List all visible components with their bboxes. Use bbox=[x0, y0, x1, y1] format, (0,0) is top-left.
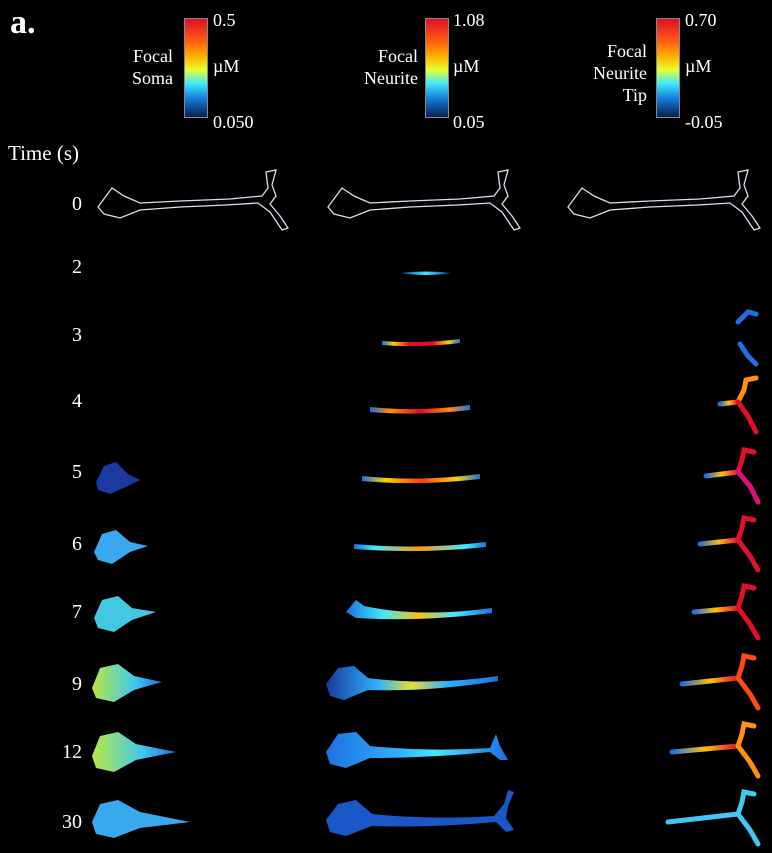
soma-column bbox=[92, 462, 190, 838]
soma-frame-12 bbox=[92, 732, 176, 772]
outline-row bbox=[97, 169, 762, 231]
neurite-frame-5 bbox=[362, 474, 480, 484]
tip-frame-30 bbox=[665, 789, 761, 847]
colorbar-tip-unit: µM bbox=[685, 56, 712, 76]
colorbar-tip-gradient bbox=[656, 18, 680, 118]
time-axis-header: Time (s) bbox=[8, 141, 79, 165]
colorbar-tip-min: -0.05 bbox=[685, 112, 723, 132]
neurite-frame-6 bbox=[354, 542, 486, 552]
tip-frame-9 bbox=[679, 653, 761, 711]
time-label-2: 2 bbox=[72, 256, 82, 278]
time-label-12: 12 bbox=[62, 741, 82, 763]
tip-frame-4 bbox=[717, 375, 759, 435]
colorbar-soma-label: Focal Soma bbox=[63, 45, 173, 89]
colorbar-neurite-gradient bbox=[425, 18, 449, 118]
colorbar-neurite-label-line2: Neurite bbox=[364, 68, 418, 88]
time-label-4: 4 bbox=[72, 390, 82, 412]
colorbar-soma-gradient bbox=[184, 18, 208, 118]
neuron-outline-soma bbox=[97, 169, 290, 231]
colorbar-tip-label-line1: Focal bbox=[607, 41, 647, 61]
time-label-0: 0 bbox=[72, 193, 82, 215]
soma-frame-7 bbox=[94, 596, 156, 632]
tip-frame-3 bbox=[735, 309, 759, 367]
neurite-frame-7 bbox=[346, 600, 492, 620]
colorbar-tip-label-line3: Tip bbox=[622, 85, 647, 105]
colorbar-neurite-label: Focal Neurite bbox=[308, 45, 418, 89]
colorbar-neurite-min: 0.05 bbox=[453, 112, 485, 132]
neurite-frame-30 bbox=[326, 790, 514, 836]
time-label-30: 30 bbox=[62, 811, 82, 833]
neuron-outline-tip bbox=[567, 169, 762, 231]
time-label-3: 3 bbox=[72, 324, 82, 346]
neurite-frame-4 bbox=[370, 405, 470, 414]
soma-frame-6 bbox=[94, 530, 148, 564]
tip-frame-6 bbox=[697, 515, 761, 573]
colorbar-soma-label-line1: Focal bbox=[133, 46, 173, 66]
time-label-5: 5 bbox=[72, 461, 82, 483]
soma-frame-9 bbox=[92, 664, 162, 702]
colorbar-tip-max: 0.70 bbox=[685, 10, 717, 30]
colorbar-soma-unit: µM bbox=[213, 56, 240, 76]
neurite-frame-3 bbox=[382, 339, 460, 347]
colorbar-soma-min: 0.050 bbox=[213, 112, 254, 132]
colorbar-soma-max: 0.5 bbox=[213, 10, 236, 30]
time-label-6: 6 bbox=[72, 533, 82, 555]
colorbar-tip-label-line2: Neurite bbox=[593, 63, 647, 83]
colorbar-neurite-max: 1.08 bbox=[453, 10, 485, 30]
colorbar-soma-label-line2: Soma bbox=[131, 68, 173, 88]
neurite-frame-12 bbox=[326, 732, 508, 768]
tip-column bbox=[665, 309, 761, 847]
time-label-7: 7 bbox=[72, 601, 82, 623]
tip-frame-5 bbox=[703, 447, 761, 505]
neuron-outline-neurite bbox=[327, 169, 522, 231]
colorbar-neurite-unit: µM bbox=[453, 56, 480, 76]
neurite-column bbox=[326, 271, 514, 836]
colorbar-tip-label: Focal Neurite Tip bbox=[537, 40, 647, 106]
tip-frame-7 bbox=[691, 583, 761, 641]
panel-letter: a. bbox=[10, 4, 36, 41]
neurite-frame-2 bbox=[400, 271, 452, 275]
soma-frame-30 bbox=[92, 800, 190, 838]
tip-frame-12 bbox=[669, 721, 761, 779]
colorbar-neurite-label-line1: Focal bbox=[378, 46, 418, 66]
neurite-frame-9 bbox=[326, 666, 498, 700]
soma-frame-5 bbox=[96, 462, 140, 494]
time-label-9: 9 bbox=[72, 673, 82, 695]
